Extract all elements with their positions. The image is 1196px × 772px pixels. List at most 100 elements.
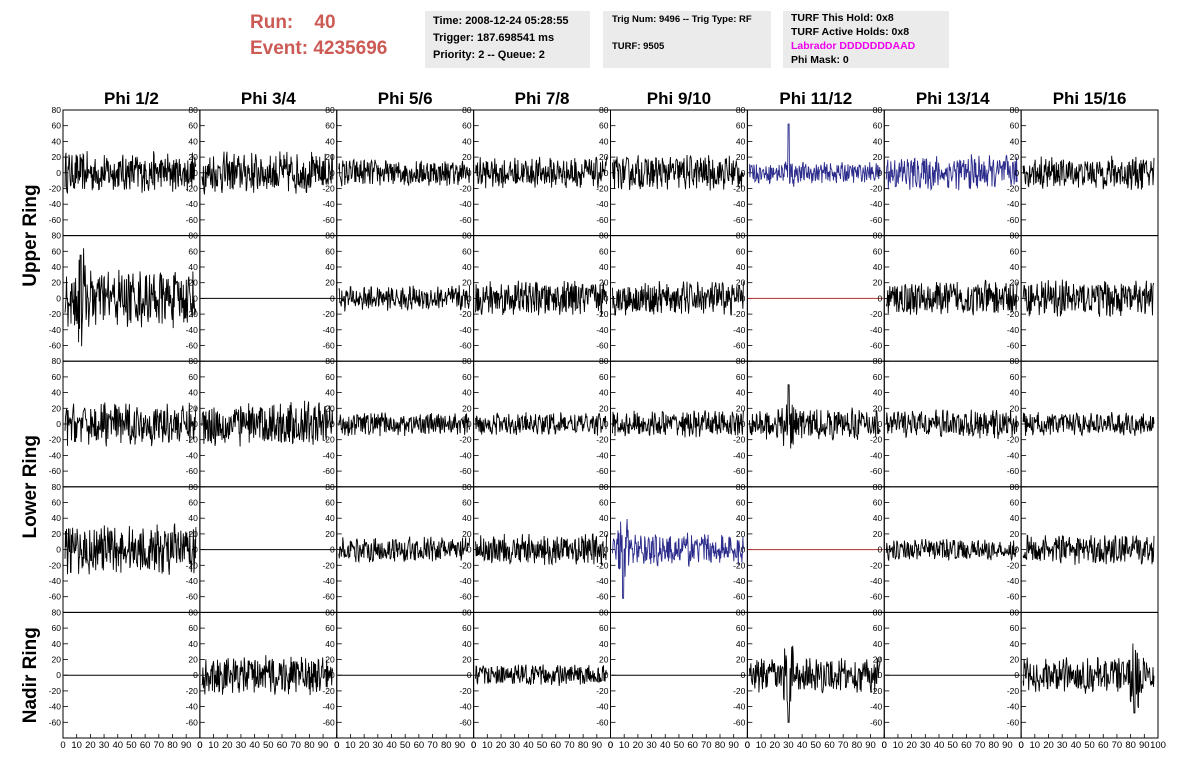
y-tick-label: 80: [462, 105, 472, 115]
column-title: Phi 3/4: [241, 89, 296, 108]
y-tick-label: 40: [52, 388, 62, 398]
y-tick-label: 20: [1010, 529, 1020, 539]
y-tick-label: -20: [870, 184, 883, 194]
y-tick-label: 20: [1010, 655, 1020, 665]
y-tick-label: -40: [49, 199, 62, 209]
y-tick-label: -20: [49, 435, 62, 445]
waveform-trace: [64, 523, 197, 575]
y-tick-label: -60: [459, 466, 472, 476]
y-tick-label: 20: [1010, 403, 1020, 413]
y-tick-label: 40: [325, 388, 335, 398]
y-tick-label: 80: [462, 482, 472, 492]
waveform-trace: [201, 655, 334, 696]
x-tick-label: 20: [496, 740, 507, 751]
y-tick-label: -60: [186, 592, 199, 602]
y-tick-label: -20: [1007, 309, 1020, 319]
y-tick-label: -60: [322, 717, 335, 727]
y-tick-label: 0: [467, 545, 472, 555]
y-tick-label: 20: [462, 278, 472, 288]
y-tick-label: -60: [596, 215, 609, 225]
run-label: Run:: [250, 12, 294, 33]
y-tick-label: -60: [733, 717, 746, 727]
y-tick-label: -20: [733, 560, 746, 570]
y-tick-label: 40: [873, 136, 883, 146]
waveform-trace: [475, 280, 607, 316]
x-tick-label: 0: [471, 740, 476, 751]
subplot-frame: [62, 360, 201, 488]
y-tick-label: -60: [49, 341, 62, 351]
x-tick-label: 40: [523, 740, 534, 751]
y-tick-label: 60: [736, 623, 746, 633]
y-tick-label: -60: [49, 215, 62, 225]
y-tick-label: 80: [1010, 105, 1020, 115]
y-tick-label: 40: [188, 388, 198, 398]
y-tick-label: 0: [56, 670, 61, 680]
y-tick-label: 80: [1010, 231, 1020, 241]
y-tick-label: 40: [325, 262, 335, 272]
y-tick-label: -40: [1007, 325, 1020, 335]
y-tick-label: 20: [325, 655, 335, 665]
y-tick-label: 80: [325, 356, 335, 366]
y-tick-label: 20: [736, 403, 746, 413]
y-tick-label: -20: [186, 435, 199, 445]
y-tick-label: 0: [1014, 545, 1019, 555]
waveform-trace: [1022, 412, 1155, 437]
x-tick-label: 60: [140, 740, 151, 751]
y-tick-label: 0: [193, 545, 198, 555]
y-tick-label: 80: [1010, 482, 1020, 492]
x-tick-label: 10: [71, 740, 82, 751]
x-tick-label: 40: [112, 740, 123, 751]
y-tick-label: 80: [52, 105, 62, 115]
x-tick-label: 90: [1139, 740, 1150, 751]
y-tick-label: -60: [322, 341, 335, 351]
y-tick-label: 0: [330, 168, 335, 178]
y-tick-label: -60: [459, 215, 472, 225]
y-tick-label: -40: [186, 325, 199, 335]
y-tick-label: -40: [870, 199, 883, 209]
y-tick-label: 60: [1010, 372, 1020, 382]
y-tick-label: -60: [322, 215, 335, 225]
y-tick-label: 80: [599, 607, 609, 617]
y-tick-label: -60: [186, 215, 199, 225]
y-tick-label: -20: [49, 184, 62, 194]
y-tick-label: 40: [599, 262, 609, 272]
y-tick-label: -40: [49, 325, 62, 335]
column-title: Phi 1/2: [104, 89, 159, 108]
y-tick-label: -60: [1007, 592, 1020, 602]
turf-this-hold-text: TURF This Hold: 0x8: [791, 12, 894, 24]
y-tick-label: -60: [322, 466, 335, 476]
y-tick-label: 40: [1010, 513, 1020, 523]
y-tick-label: 80: [325, 105, 335, 115]
y-tick-label: 80: [599, 482, 609, 492]
y-tick-label: 0: [330, 670, 335, 680]
y-tick-label: 0: [330, 419, 335, 429]
y-tick-label: 20: [325, 403, 335, 413]
y-tick-label: 80: [325, 231, 335, 241]
y-tick-label: 40: [873, 513, 883, 523]
x-tick-label: 100: [1150, 740, 1166, 751]
y-tick-label: 0: [741, 670, 746, 680]
y-tick-label: 40: [1010, 262, 1020, 272]
run-value: 40: [314, 12, 336, 33]
x-tick-label: 70: [975, 740, 986, 751]
x-tick-label: 60: [824, 740, 835, 751]
y-tick-label: 80: [599, 105, 609, 115]
x-tick-label: 0: [197, 740, 202, 751]
y-tick-label: 20: [736, 278, 746, 288]
run-event-header: Run: 40 Event: 4235696: [250, 10, 415, 65]
event-value: 4235696: [313, 38, 388, 59]
x-tick-label: 10: [893, 740, 904, 751]
y-tick-label: 60: [462, 498, 472, 508]
y-tick-label: 40: [462, 136, 472, 146]
y-tick-label: 80: [52, 482, 62, 492]
x-tick-label: 10: [482, 740, 493, 751]
y-tick-label: 60: [462, 246, 472, 256]
y-tick-label: -40: [733, 325, 746, 335]
x-tick-label: 20: [85, 740, 96, 751]
y-tick-label: 80: [599, 231, 609, 241]
column-title: Phi 11/12: [779, 89, 852, 108]
y-tick-label: 40: [736, 513, 746, 523]
y-tick-label: -40: [49, 576, 62, 586]
y-tick-label: 80: [873, 356, 883, 366]
